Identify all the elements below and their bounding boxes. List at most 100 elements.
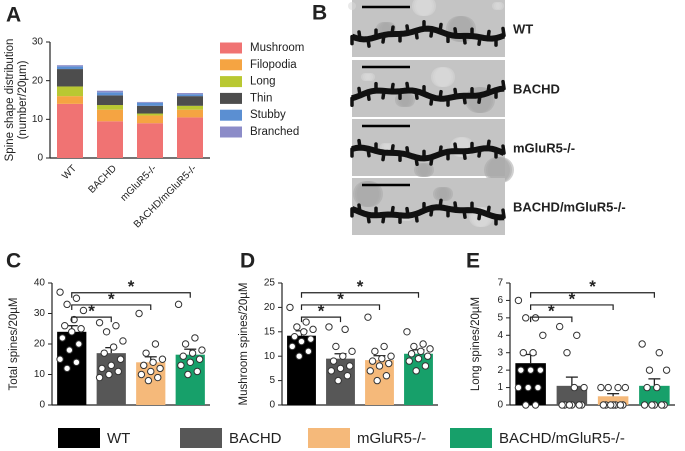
data-point [184, 370, 192, 379]
data-point [137, 370, 146, 379]
data-point [364, 313, 372, 321]
data-point [563, 349, 571, 357]
bar-segment [177, 105, 203, 110]
data-point [179, 352, 187, 360]
data-point [414, 354, 423, 363]
data-point [105, 370, 113, 379]
y-tick-label: 30 [34, 308, 46, 319]
data-point [75, 340, 83, 348]
significance-label: * [357, 277, 364, 296]
y-tick-label: 5 [269, 375, 275, 386]
data-point [536, 366, 545, 374]
data-point [348, 347, 356, 356]
data-point [658, 401, 666, 409]
micrograph-texture [492, 2, 500, 10]
data-point [332, 342, 340, 351]
panel-letter: E [466, 250, 480, 273]
micrograph-texture [484, 157, 510, 183]
panel-letter: D [240, 250, 255, 273]
y-tick-label: 4 [497, 330, 503, 341]
micrograph-texture [412, 0, 432, 16]
data-point [534, 383, 542, 392]
significance-label: * [108, 289, 115, 308]
data-point [599, 401, 608, 409]
data-point [327, 367, 335, 375]
data-point [555, 322, 564, 331]
y-tick-label: 40 [34, 278, 46, 289]
legend-label: Stubby [250, 109, 286, 121]
significance-bracket [530, 292, 655, 298]
y-tick-label: 10 [34, 369, 46, 380]
data-point [638, 340, 646, 348]
data-point [410, 342, 418, 351]
data-point [616, 401, 625, 409]
data-point [382, 372, 391, 380]
legend-swatch [450, 428, 492, 448]
dendrite-spines [350, 79, 506, 107]
legend-label: BACHD/mGluR5-/- [499, 430, 625, 447]
data-point [100, 349, 108, 357]
data-point [95, 373, 104, 382]
legend-label: WT [107, 430, 130, 447]
data-point [142, 349, 150, 357]
data-point [325, 323, 333, 331]
data-point [522, 314, 530, 322]
significance-bracket [71, 304, 152, 310]
data-point [403, 328, 411, 336]
image-label: BACHD [513, 81, 560, 96]
data-point [114, 367, 122, 376]
data-point [517, 366, 525, 374]
data-point [648, 401, 656, 409]
data-point [61, 322, 69, 330]
micrograph-texture [380, 143, 388, 151]
panel-letter: B [312, 2, 327, 25]
significance-label: * [88, 302, 95, 321]
y-tick-label: 5 [497, 312, 503, 323]
data-point [72, 294, 81, 302]
data-point [79, 306, 88, 315]
data-point [514, 296, 523, 305]
data-point [112, 322, 120, 330]
y-tick-label: 30 [32, 37, 44, 48]
data-point [531, 314, 540, 322]
data-point [300, 328, 308, 336]
bar-segment [137, 113, 163, 116]
data-point [519, 349, 527, 357]
legend-label: Thin [250, 92, 272, 104]
data-point [151, 340, 160, 348]
data-point [621, 383, 630, 392]
data-point [109, 343, 118, 351]
y-tick-label: 0 [37, 153, 43, 164]
significance-label: * [589, 277, 596, 296]
legend-swatch [220, 92, 242, 104]
data-point [295, 352, 303, 360]
data-point [304, 347, 313, 356]
data-point [604, 383, 612, 392]
significance-bracket [71, 316, 112, 323]
legend-swatch [220, 126, 242, 138]
bar-segment [137, 115, 163, 124]
data-point [181, 340, 190, 348]
legend-label: mGluR5-/- [357, 430, 426, 447]
data-point [565, 401, 574, 409]
data-point [63, 364, 71, 373]
data-point [293, 323, 301, 331]
x-tick-label: BACHD [86, 163, 119, 196]
significance-label: * [548, 302, 555, 321]
micrograph-texture [353, 181, 379, 207]
y-tick-label: 20 [264, 302, 276, 313]
image-label: mGluR5-/- [513, 140, 575, 155]
data-point [606, 401, 615, 409]
data-point [72, 358, 81, 366]
data-point [426, 345, 434, 353]
data-point [288, 342, 296, 351]
data-point [329, 357, 338, 365]
panel-letter: C [6, 250, 21, 273]
y-tick-label: 2 [497, 365, 503, 376]
data-point [597, 383, 605, 392]
data-point [375, 362, 384, 370]
dendrite-spines [350, 198, 506, 226]
y-tick-label: 3 [497, 347, 503, 358]
data-point [334, 376, 342, 385]
data-point [366, 367, 374, 375]
